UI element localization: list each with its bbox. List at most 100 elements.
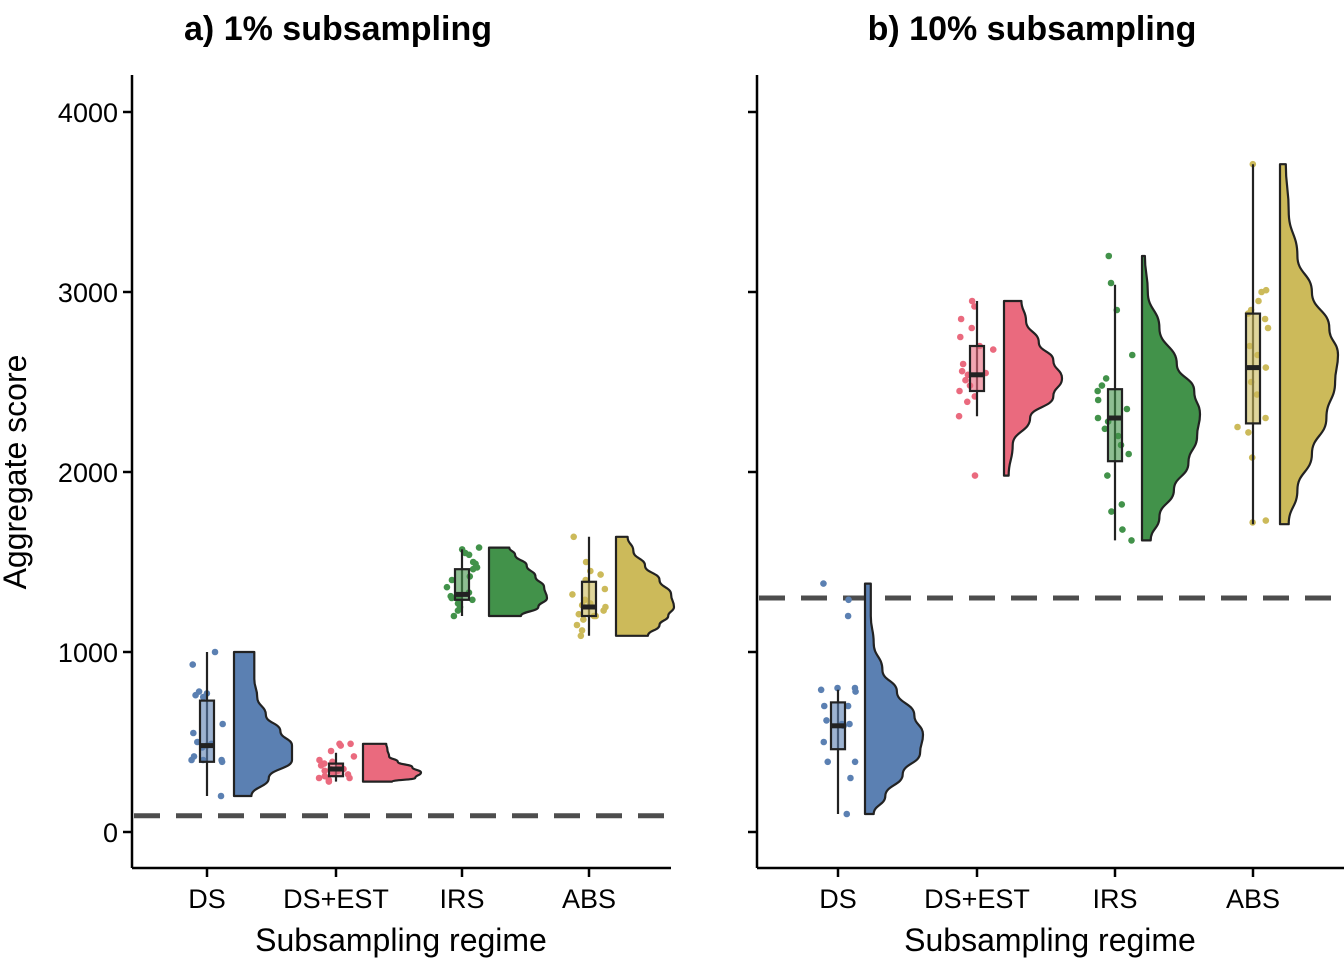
data-point (1234, 423, 1241, 431)
data-point (968, 297, 976, 305)
data-point (570, 533, 578, 541)
data-point (344, 771, 352, 778)
data-point (601, 585, 609, 593)
data-point (597, 571, 604, 578)
data-point (321, 772, 329, 780)
data-point (475, 544, 483, 551)
data-point (1104, 472, 1111, 479)
panel-b-series-ds (817, 580, 925, 818)
half-violin (1278, 163, 1340, 526)
data-point (573, 621, 581, 629)
data-point (847, 774, 854, 782)
half-violin (1140, 254, 1202, 542)
data-point (971, 472, 979, 479)
data-point (1107, 279, 1115, 287)
panel-b-x-tick-label: IRS (1092, 884, 1137, 914)
data-point (820, 580, 827, 587)
panel-a-series-irs (443, 544, 549, 620)
data-point (957, 315, 965, 323)
data-point (1128, 537, 1135, 544)
data-point (217, 792, 225, 800)
panel-a-x-tick-label: IRS (439, 884, 484, 914)
data-point (1262, 364, 1270, 371)
panel-a-x-tick-label: ABS (562, 884, 616, 914)
panel-a-x-tick-label: DS (188, 884, 226, 914)
panel-a-title: a) 1% subsampling (184, 10, 492, 48)
data-point (582, 558, 590, 566)
data-point (1118, 501, 1126, 508)
data-point (968, 324, 976, 332)
data-point (845, 596, 852, 604)
panel-a-y-tick-label: 4000 (58, 98, 118, 128)
data-point (851, 684, 859, 692)
data-point (575, 610, 583, 618)
data-point (844, 612, 852, 620)
data-point (1262, 414, 1269, 422)
half-violin (361, 742, 423, 783)
data-point (469, 558, 477, 566)
panel-b-series-abs (1234, 160, 1340, 526)
data-point (569, 591, 576, 598)
data-point (817, 686, 825, 694)
data-point (189, 661, 197, 668)
data-point (195, 688, 203, 695)
data-point (1094, 414, 1102, 422)
panel-b-x-tick-label: ABS (1226, 884, 1280, 914)
data-point (1094, 387, 1101, 395)
data-point (320, 760, 328, 767)
data-point (820, 702, 828, 710)
data-point (1123, 405, 1131, 413)
half-violin (487, 546, 549, 618)
data-point (1098, 382, 1106, 389)
data-point (580, 616, 587, 623)
panel-b-plot: DS DS+EST IRS ABS (748, 75, 1344, 914)
data-point (1262, 286, 1270, 294)
panel-a-series-ds (188, 648, 294, 800)
data-point (1261, 315, 1269, 323)
panel-b-x-axis-title: Subsampling regime (904, 922, 1196, 958)
data-point (450, 612, 458, 620)
panel-b-x-tick-label: DS (819, 884, 857, 914)
box-body (198, 699, 216, 763)
data-point (846, 720, 853, 728)
panel-a-x-tick-label: DS+EST (283, 884, 389, 914)
panel-a-plot: 0 1000 2000 3000 4000 DS DS+EST IRS ABS (58, 75, 676, 914)
panel-a-y-axis-title: Aggregate score (0, 355, 33, 590)
data-point (1101, 425, 1109, 433)
data-point (1102, 375, 1110, 382)
data-point (190, 753, 198, 760)
data-point (218, 756, 225, 764)
data-point (469, 596, 476, 604)
data-point (956, 387, 963, 395)
panel-a-y-tick-label: 2000 (58, 458, 118, 488)
data-point (1128, 351, 1136, 359)
half-violin (232, 650, 294, 798)
data-point (1245, 429, 1252, 436)
data-point (602, 603, 609, 611)
data-point (577, 632, 585, 640)
data-point (336, 740, 343, 748)
data-point (350, 753, 358, 760)
data-point (1264, 324, 1272, 332)
panel-a-series-ds-est (315, 740, 423, 785)
data-point (1108, 508, 1115, 515)
data-point (957, 333, 964, 341)
data-point (1125, 450, 1132, 458)
data-point (834, 684, 841, 692)
half-violin (863, 582, 925, 816)
data-point (851, 758, 859, 766)
panel-a-series-abs (569, 533, 676, 640)
panel-a-y-tick-label: 3000 (58, 278, 118, 308)
data-point (989, 346, 997, 353)
data-point (327, 747, 335, 755)
panel-b-title: b) 10% subsampling (868, 10, 1197, 48)
data-point (959, 360, 967, 368)
data-point (190, 729, 197, 737)
panel-b-series-irs (1094, 252, 1202, 544)
data-point (347, 740, 354, 748)
panel-a-y-tick-label: 0 (103, 818, 118, 848)
data-point (578, 627, 586, 634)
box-body (968, 344, 986, 393)
data-point (321, 767, 328, 775)
